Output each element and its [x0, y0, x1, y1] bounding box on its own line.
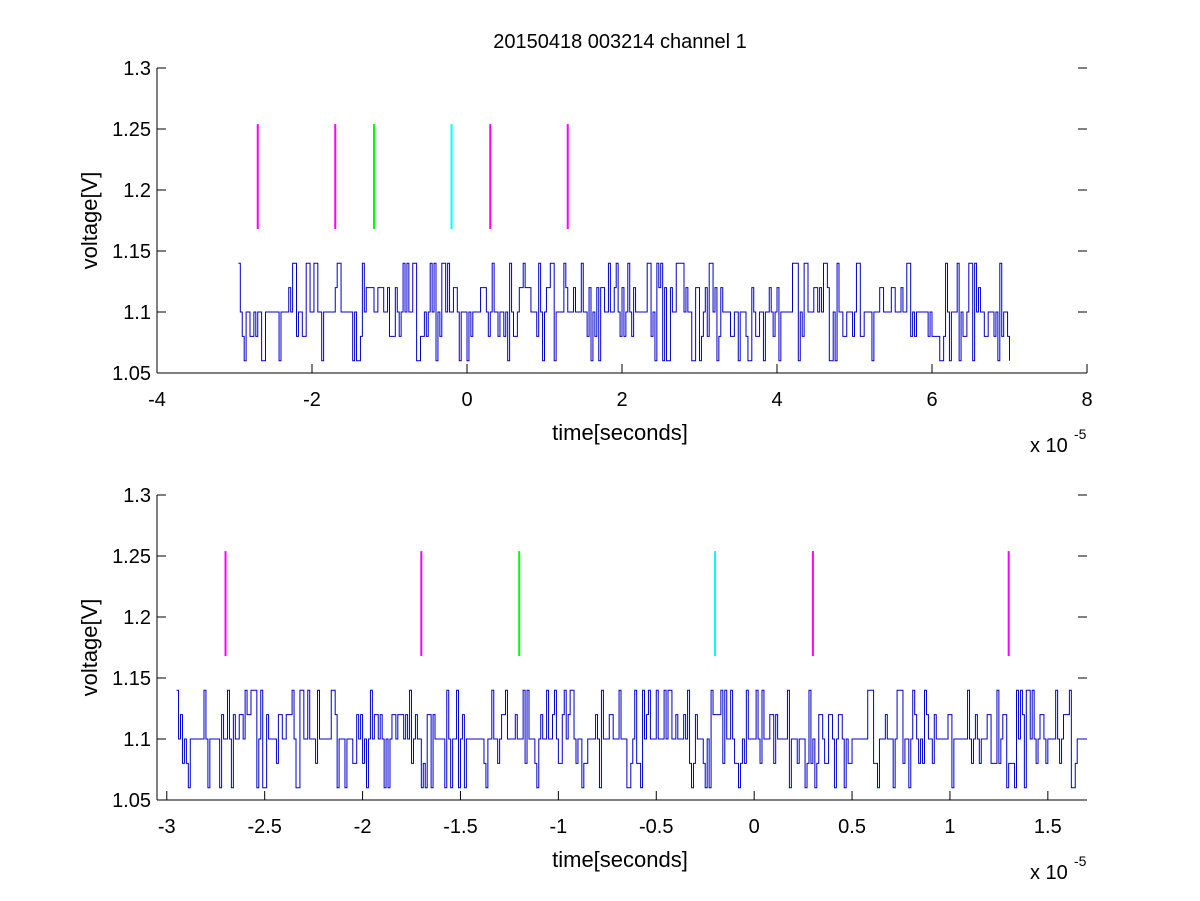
x-tick-label: -2	[354, 816, 372, 838]
y-tick-label: 1.25	[112, 546, 151, 568]
x-tick-label: -3	[158, 816, 176, 838]
voltage-trace	[176, 689, 1087, 789]
y-tick-label: 1.15	[112, 241, 151, 263]
y-tick-label: 1.2	[123, 607, 151, 629]
y-tick-label: 1.1	[123, 729, 151, 751]
y-tick-label: 1.25	[112, 119, 151, 141]
x-exponent-label: x 10	[1030, 862, 1068, 884]
x-tick-label: 2	[616, 389, 627, 411]
figure-title: 20150418 003214 channel 1	[493, 31, 747, 53]
y-tick-label: 1.3	[123, 485, 151, 507]
x-tick-label: 6	[926, 389, 937, 411]
x-tick-label: -2.5	[247, 816, 281, 838]
bottom-plot: 1.05 1.1 1.15 1.2 1.25 1.3 -3 -2.5 -2 -1.5 -1 -0.5 0…	[77, 485, 1087, 884]
x-tick-label: 1.5	[1034, 816, 1062, 838]
x-tick-label: 4	[771, 389, 782, 411]
y-axis-label: voltage[V]	[77, 172, 102, 270]
y-tick-label: 1.3	[123, 58, 151, 80]
x-axis-label: time[seconds]	[552, 420, 688, 445]
top-plot: 1.05 1.1 1.15 1.2 1.25 1.3 -4 -2 0 2 4 6 8 time[secon…	[77, 58, 1093, 457]
x-tick-label: 0	[461, 389, 472, 411]
x-axis-label: time[seconds]	[552, 847, 688, 872]
y-axis-label: voltage[V]	[77, 599, 102, 697]
x-tick-label: 1	[944, 816, 955, 838]
x-tick-label: -1.5	[443, 816, 477, 838]
y-tick-label: 1.1	[123, 302, 151, 324]
x-tick-label: -0.5	[639, 816, 673, 838]
x-tick-label: 0.5	[838, 816, 866, 838]
y-tick-label: 1.15	[112, 668, 151, 690]
x-exponent-superscript: -5	[1074, 853, 1087, 869]
x-tick-label: 8	[1081, 389, 1092, 411]
x-exponent-superscript: -5	[1074, 426, 1087, 442]
voltage-trace	[238, 262, 1010, 362]
x-tick-label: -4	[148, 389, 166, 411]
y-tick-label: 1.05	[112, 363, 151, 385]
x-exponent-label: x 10	[1030, 435, 1068, 457]
y-tick-label: 1.2	[123, 180, 151, 202]
x-tick-label: -2	[303, 389, 321, 411]
x-tick-label: 0	[749, 816, 760, 838]
y-tick-label: 1.05	[112, 790, 151, 812]
x-tick-label: -1	[549, 816, 567, 838]
